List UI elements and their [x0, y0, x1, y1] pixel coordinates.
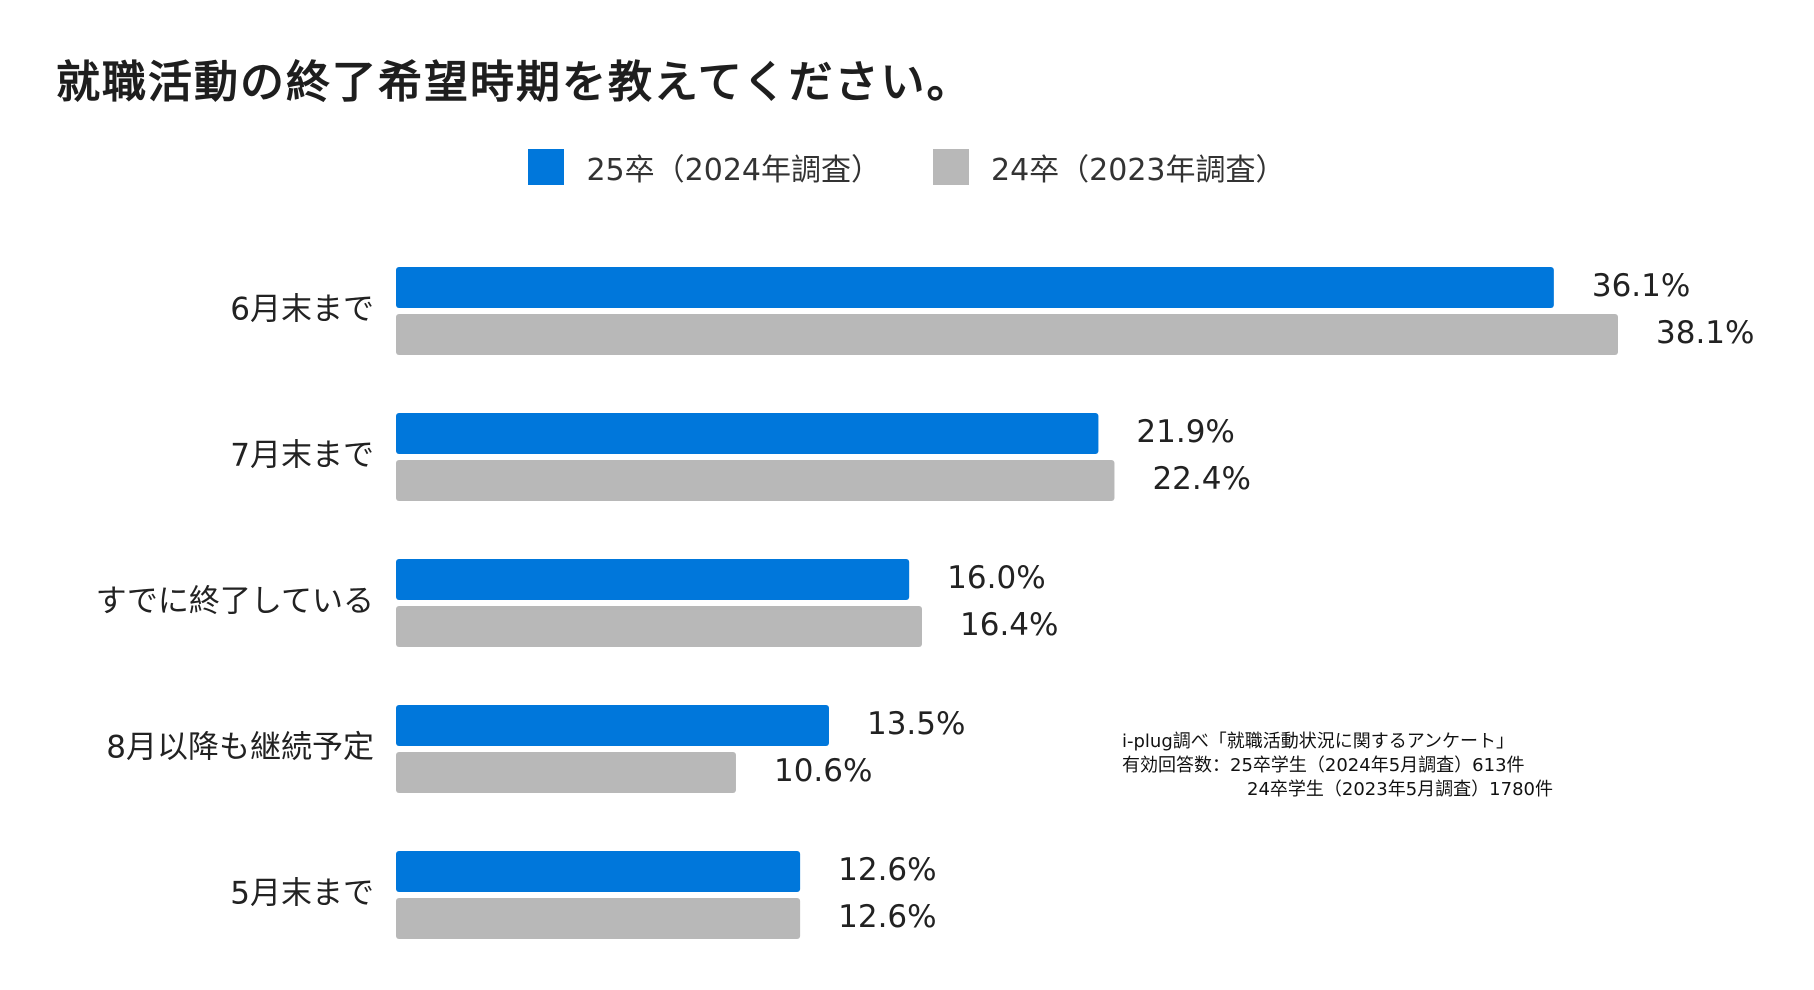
bar-25: [396, 559, 910, 600]
data-label-25: 16.0%: [947, 560, 1045, 596]
bar-24: [396, 606, 923, 647]
category-label: 5月末まで: [230, 876, 374, 912]
category-label: 8月以降も継続予定: [106, 730, 374, 766]
bar-24: [396, 314, 1618, 355]
legend: 25卒（2024年調査） 24卒（2023年調査）: [0, 145, 1814, 189]
legend-swatch-24: [933, 149, 969, 185]
bar-25: [396, 267, 1554, 308]
legend-label-25: 25卒（2024年調査）: [586, 153, 881, 188]
legend-label-24: 24卒（2023年調査）: [991, 153, 1286, 188]
data-label-25: 12.6%: [838, 852, 936, 888]
source-note-line1: i-plug調べ「就職活動状況に関するアンケート」: [1122, 731, 1515, 752]
data-label-24: 12.6%: [838, 899, 936, 935]
data-label-24: 38.1%: [1656, 315, 1754, 351]
bar-24: [396, 898, 801, 939]
chart-title: 就職活動の終了希望時期を教えてください。: [56, 57, 973, 108]
legend-swatch-25: [528, 149, 565, 185]
source-note-line3: 24卒学生（2023年5月調査）1780件: [1247, 779, 1553, 800]
category-label: 6月末まで: [230, 292, 374, 328]
data-label-24: 22.4%: [1152, 461, 1250, 497]
data-label-25: 21.9%: [1136, 414, 1234, 450]
bar-25: [396, 413, 1099, 454]
bar-25: [396, 705, 829, 746]
data-label-24: 16.4%: [960, 607, 1058, 643]
data-label-24: 10.6%: [774, 753, 872, 789]
source-note-line2: 有効回答数：25卒学生（2024年5月調査）613件: [1122, 755, 1525, 776]
data-label-25: 36.1%: [1592, 268, 1690, 304]
bar-24: [396, 752, 736, 793]
bar-24: [396, 460, 1115, 501]
category-label: 7月末まで: [230, 438, 374, 474]
source-note: i-plug調べ「就職活動状況に関するアンケート」 有効回答数：25卒学生（20…: [1122, 730, 1553, 802]
legend-item-24: 24卒（2023年調査）: [933, 145, 1286, 189]
category-label: すでに終了している: [96, 584, 374, 620]
bar-25: [396, 851, 801, 892]
data-label-25: 13.5%: [867, 706, 965, 742]
legend-item-25: 25卒（2024年調査）: [528, 145, 881, 189]
